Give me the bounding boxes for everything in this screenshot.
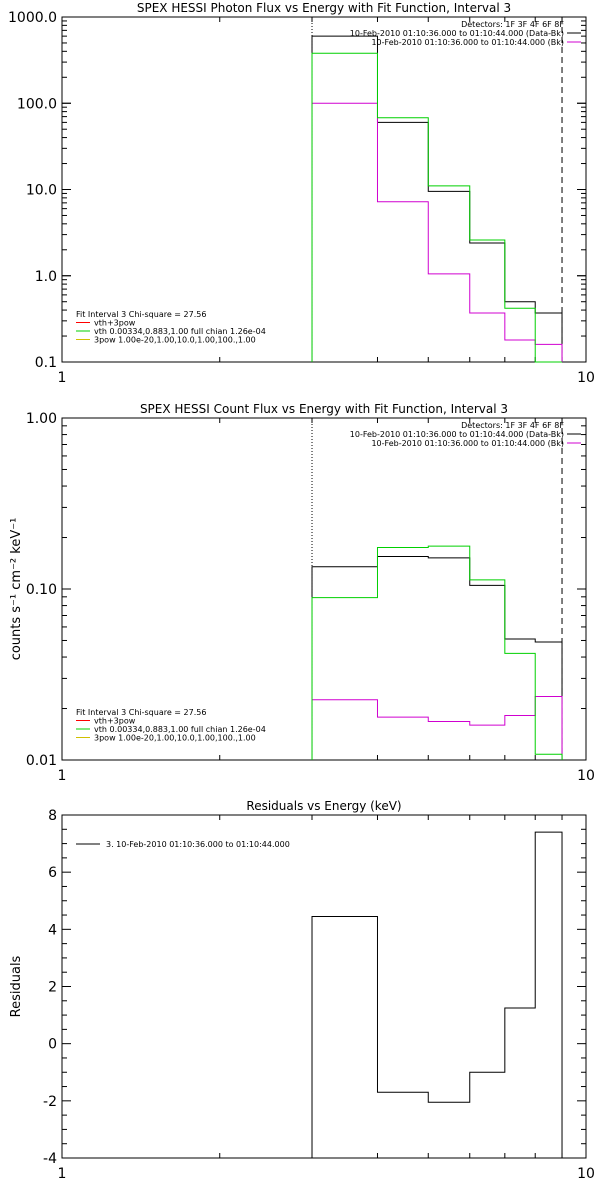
y-tick-label: 1.00 bbox=[26, 411, 57, 427]
plot-frame bbox=[61, 814, 587, 1159]
legend-top-entry: Detectors: 1F 3F 4F 6F 8F bbox=[461, 421, 564, 430]
legend-bottom-entry: vth 0.00334,0.883,1.00 full chian 1.26e-… bbox=[94, 327, 266, 336]
legend-bottom-entry: 3pow 1.00e-20,1.00,10.0,1.00,100.,1.00 bbox=[94, 336, 256, 345]
chart-panel-3: Residuals vs Energy (keV) Residuals 1 10 8 6 4… bbox=[9, 799, 595, 1182]
y-axis-label: Residuals bbox=[9, 955, 24, 1017]
chart-title: Residuals vs Energy (keV) bbox=[246, 799, 401, 813]
x-tick-label: 10 bbox=[577, 1166, 595, 1182]
y-tick-label: -4 bbox=[43, 1151, 57, 1167]
series-residuals bbox=[311, 831, 563, 1158]
legend-left-entry: 3. 10-Feb-2010 01:10:36.000 to 01:10:44.… bbox=[106, 840, 290, 849]
legend-bottom-entry: 3pow 1.00e-20,1.00,10.0,1.00,100.,1.00 bbox=[94, 734, 256, 743]
legend-bottom-entry: Fit Interval 3 Chi-square = 27.56 bbox=[76, 708, 206, 717]
series-bk bbox=[311, 102, 563, 362]
legend-bottom-entry: Fit Interval 3 Chi-square = 27.56 bbox=[76, 310, 206, 319]
legend-bottom-entry: vth+3pow bbox=[94, 319, 136, 328]
x-tick-label: 1 bbox=[58, 768, 67, 784]
x-tick-label: 1 bbox=[58, 1166, 67, 1182]
y-tick-label: 8 bbox=[48, 808, 57, 824]
y-tick-label: 0.01 bbox=[26, 753, 57, 769]
y-tick-label: 4 bbox=[48, 922, 57, 938]
y-tick-label: 1.0 bbox=[35, 269, 57, 285]
series-bk bbox=[311, 696, 563, 760]
series-data_bk bbox=[311, 555, 563, 760]
legend-bottom-entry: vth 0.00334,0.883,1.00 full chian 1.26e-… bbox=[94, 725, 266, 734]
y-tick-label: 6 bbox=[48, 865, 57, 881]
y-axis-label: counts s⁻¹ cm⁻² keV⁻¹ bbox=[9, 518, 24, 661]
chart-panel-1: SPEX HESSI Photon Flux vs Energy with Fi… bbox=[8, 1, 595, 386]
y-tick-label: 1000.0 bbox=[8, 10, 57, 26]
y-tick-label: -2 bbox=[43, 1094, 57, 1110]
legend-top-entry: 10-Feb-2010 01:10:36.000 to 01:10:44.000… bbox=[350, 430, 564, 439]
y-tick-label: 0.10 bbox=[26, 582, 57, 598]
x-tick-label: 10 bbox=[577, 768, 595, 784]
legend-top-entry: Detectors: 1F 3F 4F 6F 8F bbox=[461, 20, 564, 29]
y-tick-label: 100.0 bbox=[17, 96, 57, 112]
chart-panel-2: SPEX HESSI Count Flux vs Energy with Fit… bbox=[9, 402, 595, 784]
series-fit bbox=[311, 52, 563, 363]
y-tick-label: 0 bbox=[48, 1037, 57, 1053]
y-tick-label: 10.0 bbox=[26, 183, 57, 199]
chart-title: SPEX HESSI Photon Flux vs Energy with Fi… bbox=[137, 1, 511, 15]
legend-top-entry: 10-Feb-2010 01:10:36.000 to 01:10:44.000… bbox=[350, 29, 564, 38]
chart-title: SPEX HESSI Count Flux vs Energy with Fit… bbox=[140, 402, 508, 416]
legend-top-entry: 10-Feb-2010 01:10:36.000 to 01:10:44.000… bbox=[371, 439, 564, 448]
legend-bottom-entry: vth+3pow bbox=[94, 717, 136, 726]
series-data_bk bbox=[311, 35, 563, 362]
legend-top-entry: 10-Feb-2010 01:10:36.000 to 01:10:44.000… bbox=[371, 38, 564, 47]
y-tick-label: 0.1 bbox=[35, 355, 57, 371]
x-tick-label: 10 bbox=[577, 370, 595, 386]
x-tick-label: 1 bbox=[58, 370, 67, 386]
y-tick-label: 2 bbox=[48, 980, 57, 996]
series-fit bbox=[311, 545, 563, 760]
